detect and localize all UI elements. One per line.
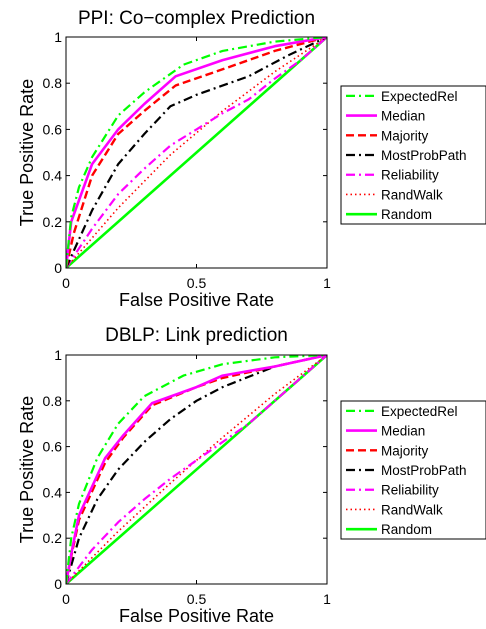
dblp-roc-chart: DBLP: Link prediction 0 0.5 1 0 0.2 0.4 0.6 0.8 1… [17,325,486,626]
series-line-mostprobpath [66,355,327,584]
legend: ExpectedRel Median Majority MostProbPath Rel… [340,400,486,540]
legend-label-expectedrel: ExpectedRel [381,89,458,104]
y-tick-label: 0.4 [43,168,63,184]
y-axis-label: True Positive Rate [17,79,37,226]
x-tick-label: 0.5 [187,275,207,291]
series-line-reliability [66,37,327,268]
legend-label-median: Median [381,424,425,439]
y-tick-label: 0.6 [43,439,63,455]
y-tick-label: 0 [54,576,62,592]
series-line-majority [66,37,327,268]
y-tick-label: 0.8 [43,393,63,409]
y-tick-label: 0.2 [43,214,63,230]
y-tick-label: 0.2 [43,530,63,546]
y-tick-label: 0 [54,260,62,276]
x-tick-label: 0 [62,591,70,607]
legend-label-median: Median [381,109,425,124]
x-tick-label: 1 [323,275,331,291]
x-axis-label: False Positive Rate [119,290,274,310]
chart-title: DBLP: Link prediction [105,325,288,346]
series-line-random [66,355,327,584]
x-tick-label: 1 [323,591,331,607]
ppi-roc-chart: PPI: Co−complex Prediction 0 0.5 1 0 0.2 0.4 0.… [17,8,486,310]
series-line-randwalk [66,37,327,268]
series-line-median [66,37,327,268]
legend-label-randwalk: RandWalk [381,187,443,202]
x-tick-label: 0 [62,275,70,291]
legend-label-mostprobpath: MostProbPath [381,463,467,478]
y-axis-label: True Positive Rate [17,396,37,543]
legend-label-random: Random [381,522,432,537]
series-group [66,355,327,584]
legend: ExpectedRel Median Majority MostProbPath Rel… [340,85,486,225]
series-line-mostprobpath [66,37,327,268]
y-tick-label: 1 [54,347,62,363]
series-line-reliability [66,355,327,584]
series-line-median [66,355,327,584]
legend-label-random: Random [381,207,432,222]
series-line-random [66,37,327,268]
x-axis-label: False Positive Rate [119,606,274,626]
legend-label-randwalk: RandWalk [381,502,443,517]
y-tick-label: 0.6 [43,121,63,137]
x-tick-label: 0.5 [187,591,207,607]
chart-title: PPI: Co−complex Prediction [78,8,315,29]
legend-label-reliability: Reliability [381,483,439,498]
y-tick-label: 0.8 [43,75,63,91]
y-tick-label: 1 [54,29,62,45]
legend-label-reliability: Reliability [381,168,439,183]
legend-label-majority: Majority [381,128,429,143]
series-line-randwalk [66,355,327,584]
legend-label-expectedrel: ExpectedRel [381,404,458,419]
y-tick-label: 0.4 [43,484,63,500]
series-group [66,37,327,268]
legend-label-mostprobpath: MostProbPath [381,148,467,163]
legend-label-majority: Majority [381,443,429,458]
series-line-expectedrel [66,355,327,584]
